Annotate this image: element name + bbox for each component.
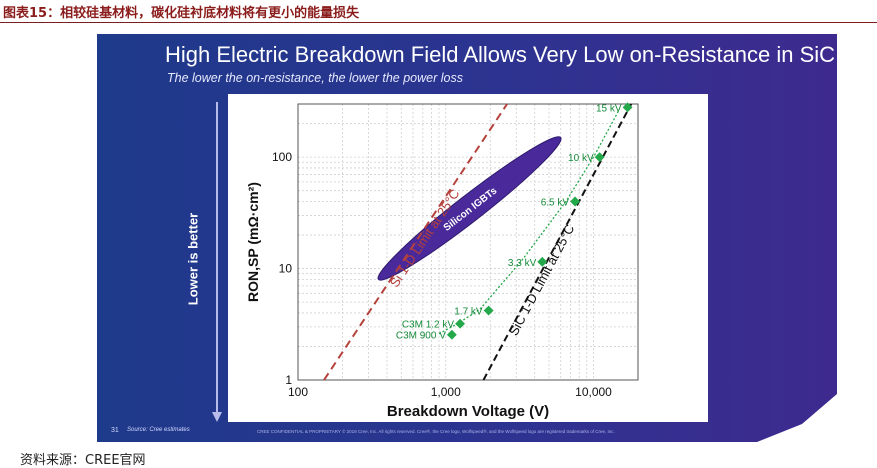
sic-device-point	[594, 152, 605, 163]
lower-is-better-arrow	[212, 102, 222, 422]
x-tick-label: 10,000	[575, 385, 612, 399]
x-tick-label: 100	[288, 385, 308, 399]
sic-device-point-label: 15 kV	[596, 103, 622, 114]
lower-is-better-label: Lower is better	[185, 212, 201, 306]
sic-device-point-label: 10 kV	[568, 153, 594, 164]
sic-device-point-label: 3.3 kV	[508, 258, 537, 269]
plot-area-border	[297, 103, 639, 381]
y-axis-title: RON,SP (mΩ·cm²)	[245, 182, 261, 302]
cree-logo-shape	[757, 394, 837, 442]
chart: 100 1,000 10,000 1 10 100 Breakdown Voltage (V…	[245, 102, 639, 420]
y-tick-label: 100	[272, 150, 292, 164]
sic-device-point-label: C3M 900 V	[396, 331, 446, 342]
y-tick-label: 1	[285, 373, 292, 387]
sic-device-point-label: C3M 1.2 kV	[402, 320, 455, 331]
slide-source-note: Source: Cree estimates	[127, 427, 190, 433]
silicon-igbt-region	[377, 136, 562, 281]
caption-rule	[0, 22, 877, 23]
confidential-notice: CREE CONFIDENTIAL & PROPRIETARY © 2019 C…	[257, 429, 615, 434]
slide-page-number: 31	[111, 427, 119, 434]
chart-panel: 100 1,000 10,000 1 10 100 Breakdown Voltage (V…	[228, 94, 708, 422]
x-axis-title: Breakdown Voltage (V)	[387, 403, 549, 420]
figure-caption: 图表15：相较硅基材料，碳化硅衬底材料将有更小的能量损失	[3, 6, 360, 21]
slide-title: High Electric Breakdown Field Allows Ver…	[165, 42, 836, 67]
sic-device-point	[455, 318, 466, 329]
sic-limit-line	[482, 103, 633, 381]
slide: High Electric Breakdown Field Allows Ver…	[97, 34, 837, 442]
y-tick-label: 10	[279, 262, 293, 276]
slide-subtitle: The lower the on-resistance, the lower t…	[167, 71, 463, 85]
sic-device-point	[446, 329, 457, 340]
sic-device-point-label: 6.5 kV	[541, 197, 570, 208]
sic-device-point	[570, 196, 581, 207]
sic-limit-label: SiC 1-D Limit at 25°C	[506, 222, 578, 338]
sic-device-point	[483, 305, 494, 316]
x-tick-label: 1,000	[431, 385, 461, 399]
source-note: 资料来源：CREE官网	[20, 453, 146, 468]
si-limit-line	[323, 103, 508, 381]
sic-device-point-label: 1.7 kV	[454, 307, 483, 318]
